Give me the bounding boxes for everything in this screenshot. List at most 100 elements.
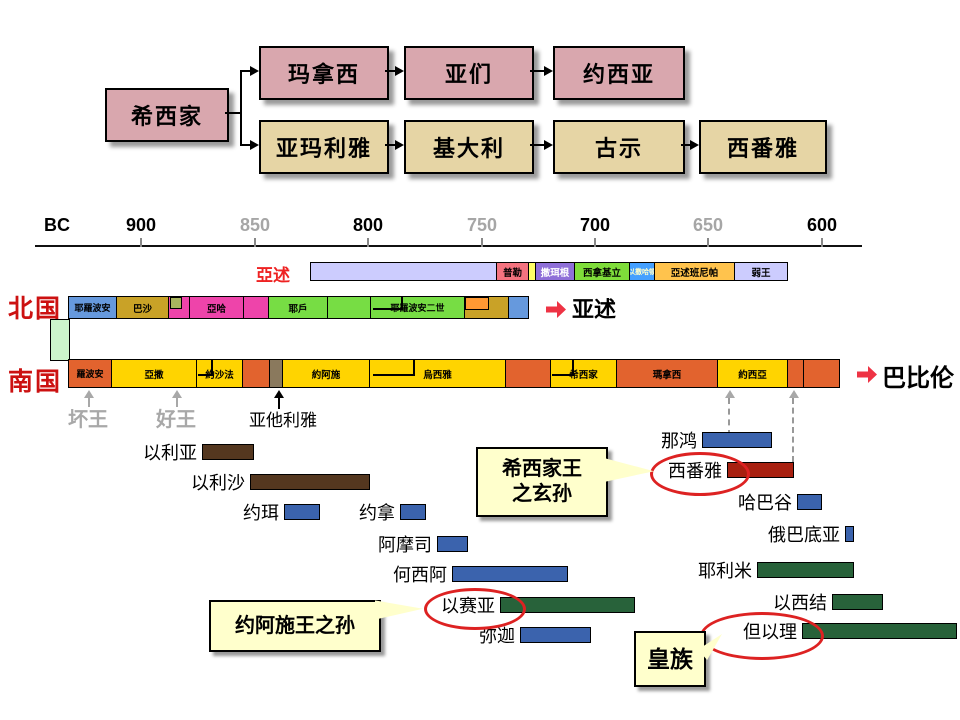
flow-box-josiah: 约西亚 <box>553 46 685 100</box>
flow-box-hezekiah: 希西家 <box>105 88 229 142</box>
arrowhead-icon <box>250 140 259 150</box>
segment-label: 羅波安 <box>76 369 104 379</box>
prophet-bar <box>437 536 468 552</box>
flow-box-label: 古示 <box>594 136 643 161</box>
callout-text-line1: 希西家王 <box>502 458 582 480</box>
axis-tick-700: 700 <box>579 215 611 235</box>
assyria-segment-sennacherib: 西拿基立 <box>574 262 630 281</box>
segment-label: 普勒 <box>502 267 522 279</box>
north-segment <box>508 296 529 319</box>
south-kingdom-label: 南国 <box>8 368 63 396</box>
prophet-row-hosea: 何西阿 <box>393 563 568 585</box>
dashed-up-arrow-icon <box>789 390 799 398</box>
band-link-block <box>50 319 70 361</box>
flow-box-label: 希西家 <box>130 104 203 129</box>
dashed-line <box>792 398 794 462</box>
segment-label: 約西亞 <box>738 369 767 381</box>
prophet-bar <box>832 594 883 610</box>
flow-box-label: 约西亚 <box>582 62 655 87</box>
up-arrow-line <box>176 396 178 407</box>
prophet-label: 以利亚 <box>143 443 197 463</box>
assyria-segment-ashurbanipal: 亞述班尼帕 <box>654 262 735 281</box>
segment-label: 約沙法 <box>205 369 234 381</box>
segment-label: 亞撒 <box>144 369 164 381</box>
tick-mark <box>594 238 596 247</box>
north-segment <box>327 296 371 319</box>
prophet-bar <box>202 444 254 460</box>
prophet-bar <box>797 494 822 510</box>
connector-line <box>385 70 396 72</box>
connector-line <box>681 144 691 146</box>
segment-label: 西拿基立 <box>582 267 621 279</box>
segment-label: 弱王 <box>751 267 771 279</box>
arrowhead-icon <box>250 66 259 76</box>
flow-box-gedaliah: 基大利 <box>404 120 534 174</box>
arrowhead-icon <box>395 140 404 150</box>
connector-line <box>385 144 396 146</box>
segment-label: 耶戶 <box>288 303 308 315</box>
flow-box-cushi: 古示 <box>553 120 685 174</box>
assyria-band-label: 亞述 <box>256 266 290 285</box>
up-arrow-icon <box>84 390 94 398</box>
callout-text: 皇族 <box>647 645 693 672</box>
callout-text: 约阿施王之孙 <box>235 614 355 637</box>
south-segment <box>787 359 804 388</box>
south-segment-athaliah <box>269 359 283 388</box>
prophet-row-ezekiel: 以西结 <box>773 591 883 613</box>
flow-box-zephaniah: 西番雅 <box>699 120 827 174</box>
axis-line <box>35 245 862 247</box>
south-segment <box>505 359 551 388</box>
exile-arrow-icon <box>857 366 877 383</box>
north-segment-jeroboam: 耶羅波安 <box>68 296 117 319</box>
athaliah-label: 亚他利雅 <box>249 411 317 430</box>
highlight-ellipse-daniel <box>700 612 824 660</box>
flow-box-label: 亚玛利雅 <box>275 136 372 161</box>
callout-joash-grandson: 约阿施王之孙 <box>209 600 381 652</box>
flow-box-amon: 亚们 <box>404 46 534 100</box>
flow-box-amariah: 亚玛利雅 <box>259 120 389 174</box>
south-segment-hezekiah: 希西家 <box>550 359 617 388</box>
segment-label: 瑪拿西 <box>652 369 682 381</box>
segment-label: 烏西雅 <box>423 369 452 381</box>
south-segment-rehoboam: 羅波安 <box>68 359 112 388</box>
south-segment-uzziah: 烏西雅 <box>369 359 506 388</box>
tick-mark <box>707 238 709 247</box>
north-segment <box>243 296 269 319</box>
prophet-row-obadiah: 俄巴底亚 <box>768 523 854 545</box>
assyria-segment <box>310 262 497 281</box>
axis-bc-label: BC <box>44 215 70 235</box>
callout-hezekiah-descendant: 希西家王 之玄孙 <box>476 447 608 517</box>
prophet-row-elijah: 以利亚 <box>143 441 254 463</box>
arrowhead-icon <box>690 140 699 150</box>
flow-box-label: 玛拿西 <box>287 62 360 87</box>
arrowhead-icon <box>395 66 404 76</box>
south-segment-asa: 亞撒 <box>111 359 197 388</box>
prophet-label: 那鸿 <box>661 431 697 451</box>
prophet-row-jonah: 约拿 <box>359 501 426 523</box>
connector-line <box>240 144 251 146</box>
segment-label: 希西家 <box>569 369 598 381</box>
segment-label: 耶羅波安 <box>74 303 111 313</box>
segment-label: 耶羅波安二世 <box>390 303 445 313</box>
prophet-row-amos: 阿摩司 <box>378 533 468 555</box>
up-arrow-icon <box>274 390 284 398</box>
callout-royal-family: 皇族 <box>634 631 706 687</box>
connector-line <box>225 112 241 114</box>
south-segment-josiah: 約西亞 <box>717 359 788 388</box>
segment-label: 以撒哈顿 <box>629 268 655 276</box>
callout-pointer <box>375 600 423 620</box>
dashed-line <box>728 398 730 436</box>
north-segment-jehu: 耶戶 <box>268 296 328 319</box>
axis-tick-600: 600 <box>806 215 838 235</box>
flow-box-label: 西番雅 <box>726 136 799 161</box>
tick-mark <box>821 238 823 247</box>
segment-label: 約阿施 <box>311 369 341 381</box>
connector-line <box>530 144 545 146</box>
axis-tick-900: 900 <box>125 215 157 235</box>
arrowhead-icon <box>544 66 553 76</box>
prophet-bar <box>400 504 426 520</box>
prophet-row-elisha: 以利沙 <box>191 471 370 493</box>
tick-mark <box>481 238 483 247</box>
flow-box-manasseh: 玛拿西 <box>259 46 389 100</box>
